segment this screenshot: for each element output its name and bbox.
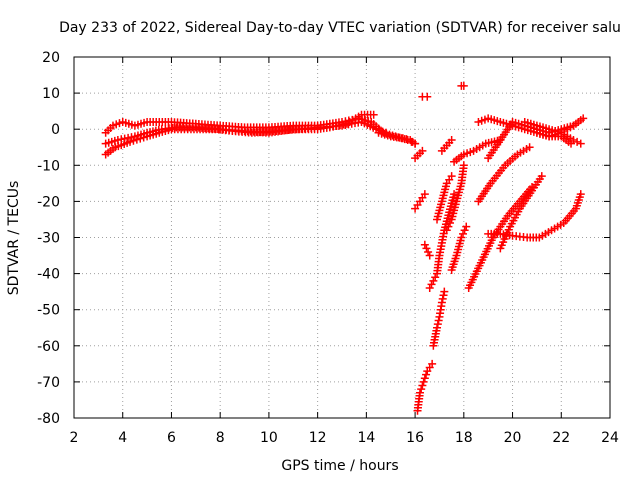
data-point — [433, 323, 442, 332]
data-point — [460, 226, 469, 235]
y-tick-label: 10 — [42, 86, 60, 102]
data-point — [442, 226, 451, 235]
data-point — [438, 294, 447, 303]
data-point — [398, 134, 407, 143]
data-points — [101, 81, 588, 415]
y-tick-label: 20 — [42, 50, 60, 66]
y-axis-label: SDTVAR / TECUs — [6, 181, 22, 296]
data-point — [447, 136, 456, 145]
data-point — [576, 139, 585, 148]
data-point — [420, 240, 429, 249]
data-point — [434, 316, 443, 325]
data-point — [440, 287, 449, 296]
x-tick-label: 10 — [260, 430, 278, 446]
data-point — [444, 222, 453, 231]
data-point — [573, 137, 582, 146]
plot-frame — [73, 56, 611, 419]
data-point — [369, 110, 378, 119]
x-tick-label: 24 — [601, 430, 619, 446]
data-point — [427, 280, 436, 289]
data-point — [579, 114, 588, 123]
data-point — [447, 172, 456, 181]
data-point — [424, 247, 433, 256]
x-tick-label: 6 — [167, 430, 176, 446]
data-point — [457, 233, 466, 242]
chart-title: Day 233 of 2022, Sidereal Day-to-day VTE… — [59, 20, 621, 36]
y-tick-label: -20 — [37, 194, 60, 210]
data-point — [420, 374, 429, 383]
data-point — [428, 359, 437, 368]
data-point — [419, 377, 428, 386]
data-point — [418, 381, 427, 390]
y-tick-labels: 20 10 0 -10 -20 -30 -40 -50 -60 -70 -80 — [37, 50, 60, 427]
data-point — [537, 172, 546, 181]
x-tick-label: 2 — [70, 430, 79, 446]
data-point — [462, 222, 471, 231]
x-tick-label: 4 — [118, 430, 127, 446]
y-tick-label: -70 — [37, 375, 60, 391]
x-axis-label: GPS time / hours — [281, 458, 398, 474]
y-tick-label: -10 — [37, 158, 60, 174]
data-point — [459, 161, 468, 170]
data-point — [459, 81, 468, 90]
data-point — [418, 146, 427, 155]
data-point — [576, 190, 585, 199]
x-tick-label: 12 — [309, 430, 327, 446]
data-point — [422, 244, 431, 253]
data-point — [446, 219, 455, 228]
x-tick-label: 22 — [552, 430, 570, 446]
x-tick-label: 8 — [216, 430, 225, 446]
data-point — [450, 190, 459, 199]
data-point — [433, 320, 442, 329]
y-tick-label: -60 — [37, 339, 60, 355]
data-point — [439, 291, 448, 300]
data-point — [425, 284, 434, 293]
data-point — [437, 298, 446, 307]
data-point — [422, 370, 431, 379]
data-point — [411, 139, 420, 148]
data-point — [429, 276, 438, 285]
grid — [74, 57, 610, 418]
data-point — [425, 251, 434, 260]
x-tick-label: 16 — [406, 430, 424, 446]
data-point — [402, 135, 411, 144]
data-point — [569, 136, 578, 145]
data-point — [415, 388, 424, 397]
y-tick-label: 0 — [51, 122, 60, 138]
y-tick-label: -30 — [37, 231, 60, 247]
x-tick-label: 20 — [504, 430, 522, 446]
data-point — [420, 190, 429, 199]
data-point — [431, 273, 440, 282]
x-tick-label: 18 — [455, 430, 473, 446]
y-tick-label: -50 — [37, 303, 60, 319]
data-point — [423, 92, 432, 101]
x-tick-label: 14 — [357, 430, 375, 446]
data-point — [459, 229, 468, 238]
axes — [73, 56, 611, 419]
data-point — [525, 143, 534, 152]
data-point — [417, 385, 426, 394]
x-tick-labels: 2 4 6 8 10 12 14 16 18 20 22 24 — [70, 430, 619, 446]
y-tick-label: -80 — [37, 411, 60, 427]
y-tick-label: -40 — [37, 267, 60, 283]
